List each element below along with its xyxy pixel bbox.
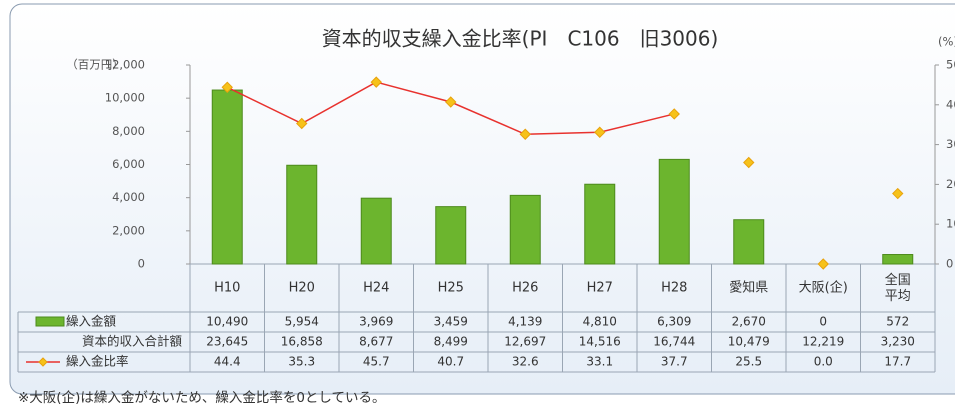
table-cell: 23,645	[206, 335, 248, 349]
table-cell: 572	[886, 315, 909, 329]
marker	[892, 187, 904, 200]
marker	[519, 128, 531, 140]
y-tick-label: 6,000	[112, 157, 145, 171]
bar	[509, 194, 541, 265]
y-tick-label: 10,000	[105, 91, 145, 105]
y2-tick-label: 20	[946, 177, 955, 191]
table-cell: 16,858	[281, 335, 323, 349]
table-cell: 10,479	[728, 335, 770, 349]
y2-tick-label: 30	[946, 137, 955, 151]
y2-tick-label: 0	[946, 257, 953, 271]
marker	[445, 96, 457, 108]
marker	[668, 108, 680, 120]
x-tick-label: 大阪(企)	[799, 280, 848, 296]
y-tick-label: 4,000	[112, 190, 145, 204]
table-cell: 10,490	[206, 315, 248, 329]
marker	[370, 76, 382, 88]
bar	[211, 89, 243, 265]
y2-tick-label: 10	[946, 217, 955, 231]
x-tick-label: H27	[587, 281, 613, 296]
table-cell: 32.6	[512, 355, 539, 369]
y-tick-label: 2,000	[112, 223, 145, 237]
table-cell: 12,219	[802, 335, 844, 349]
table-cell: 44.4	[214, 355, 241, 369]
y2-tick-label: 40	[946, 97, 955, 111]
chart-panel	[9, 3, 955, 395]
legend-marker	[38, 357, 48, 367]
table-cell: 4,139	[508, 315, 542, 329]
x-tick-label: H10	[214, 281, 240, 296]
table-cell: 45.7	[363, 355, 390, 369]
table-cell: 0	[819, 315, 827, 329]
x-tick-label: H24	[363, 281, 389, 296]
x-tick-label: H26	[512, 281, 538, 296]
table-cell: 0.0	[814, 355, 833, 369]
bar	[584, 183, 616, 265]
table-cell: 3,969	[359, 315, 393, 329]
y-tick-label: 0	[138, 257, 145, 271]
table-cell: 2,670	[732, 315, 766, 329]
table-cell: 17.7	[884, 355, 911, 369]
y-tick-label: 8,000	[112, 124, 145, 138]
table-cell: 12,697	[504, 335, 546, 349]
table-cell: 3,230	[881, 335, 915, 349]
bar	[435, 206, 467, 265]
x-tick-label: 全国平均	[885, 272, 911, 304]
table-cell: 14,516	[579, 335, 621, 349]
table-cell: 16,744	[653, 335, 695, 349]
marker	[296, 117, 308, 130]
x-tick-label: H25	[438, 281, 464, 296]
legend-label: 資本的収入合計額	[82, 334, 183, 349]
y-axis-label: （百万円）	[66, 58, 124, 72]
table-cell: 8,499	[434, 335, 468, 349]
table-cell: 40.7	[437, 355, 464, 369]
footnote: ※大阪(企)は繰入金がないため、繰入金比率を0としている。	[18, 389, 386, 406]
legend-swatch	[35, 316, 65, 327]
bar	[360, 197, 392, 265]
table-cell: 35.3	[288, 355, 315, 369]
x-tick-label: H28	[661, 281, 687, 296]
marker	[743, 156, 755, 169]
table-cell: 33.1	[586, 355, 613, 369]
table-cell: 4,810	[583, 315, 617, 329]
bar	[658, 158, 690, 265]
y2-axis-label: (%)	[938, 35, 955, 49]
x-tick-label: H20	[289, 281, 315, 296]
bar	[882, 254, 914, 265]
legend-label: 繰入金比率	[66, 354, 129, 369]
table-cell: 3,459	[434, 315, 468, 329]
x-tick-label: 愛知県	[729, 280, 768, 296]
bar	[733, 219, 765, 265]
chart-title: 資本的収支繰入金比率(PI C106 旧3006)	[322, 27, 719, 51]
bar	[286, 164, 318, 265]
table-cell: 37.7	[661, 355, 688, 369]
table-cell: 25.5	[735, 355, 762, 369]
y2-tick-label: 50	[946, 58, 955, 72]
marker	[221, 81, 233, 93]
y-tick-label: 12,000	[105, 58, 145, 72]
table-cell: 8,677	[359, 335, 393, 349]
marker	[594, 126, 606, 138]
marker	[817, 258, 829, 270]
table-cell: 6,309	[657, 315, 691, 329]
table-cell: 5,954	[285, 315, 319, 329]
legend-label: 繰入金額	[66, 314, 117, 329]
